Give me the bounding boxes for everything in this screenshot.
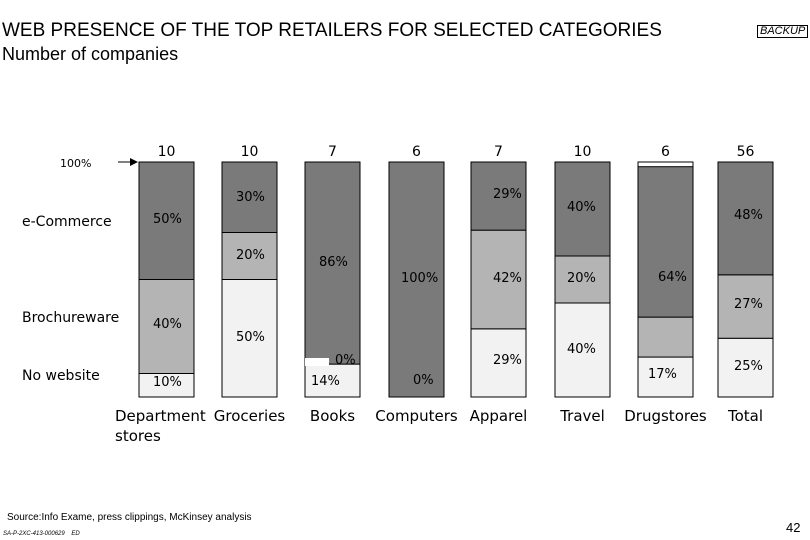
data-label: 40% xyxy=(567,342,596,357)
data-label: 0% xyxy=(413,373,434,388)
stacked-bar-chart: 10% 40% 50% 10 Department stores 50% 20% 30% 10 Gr… xyxy=(22,144,774,445)
category-label: Apparel xyxy=(470,407,528,425)
total-label: 7 xyxy=(328,144,337,160)
data-label: 10% xyxy=(153,375,182,390)
bar-outline xyxy=(388,161,445,398)
bar-group: 29% 42% 29% xyxy=(470,161,527,398)
bar-group: 14% 0% 86% xyxy=(304,161,361,398)
data-label: 27% xyxy=(734,297,763,312)
bar-segment xyxy=(717,337,774,398)
bar-group: 17% 64% xyxy=(637,161,694,398)
bar-group: 50% 20% 30% xyxy=(221,161,278,398)
data-label: 40% xyxy=(153,317,182,332)
data-label: 86% xyxy=(319,255,348,270)
series-label: No website xyxy=(22,368,100,384)
data-label: 64% xyxy=(658,270,687,285)
document-id: SA-P-2XC-413-000629 ED xyxy=(3,531,80,537)
data-label: 29% xyxy=(493,353,522,368)
data-label: 40% xyxy=(567,200,596,215)
bar-segment xyxy=(304,161,361,365)
source-note: Source:Info Exame, press clippings, McKi… xyxy=(7,512,252,523)
bar-outline xyxy=(138,161,195,398)
bar-segment xyxy=(637,356,694,398)
data-label: 0% xyxy=(335,353,356,368)
bar-group: 25% 27% 48% xyxy=(717,161,774,398)
zero-marker xyxy=(305,358,329,366)
page-subtitle: Number of companies xyxy=(2,44,179,64)
category-label: stores xyxy=(115,427,161,445)
data-label: 20% xyxy=(236,248,265,263)
bar-outline xyxy=(304,161,361,398)
author-initials: ED xyxy=(71,531,80,537)
series-label: e-Commerce xyxy=(22,214,112,230)
data-label: 100% xyxy=(401,271,438,286)
bar-segment xyxy=(554,161,611,257)
backup-badge: BACKUP xyxy=(757,25,809,38)
bar-outline xyxy=(717,161,774,398)
bar-segment xyxy=(637,316,694,358)
data-label: 50% xyxy=(236,330,265,345)
bar-outline xyxy=(554,161,611,398)
category-label: Drugstores xyxy=(624,407,707,425)
total-label: 6 xyxy=(661,144,670,160)
total-label: 10 xyxy=(574,144,592,160)
bar-outline xyxy=(637,161,694,398)
bar-segment xyxy=(637,166,694,318)
bar-segment xyxy=(717,161,774,276)
total-label: 10 xyxy=(158,144,176,160)
data-label: 50% xyxy=(153,212,182,227)
y-marker-label: 100% xyxy=(60,157,91,170)
data-label: 14% xyxy=(311,374,340,389)
y-marker-arrow xyxy=(130,158,138,166)
category-label: Computers xyxy=(375,407,458,425)
series-label: Brochureware xyxy=(22,310,119,326)
data-label: 30% xyxy=(236,190,265,205)
category-label: Groceries xyxy=(214,407,286,425)
bar-segment xyxy=(554,255,611,304)
total-label: 10 xyxy=(241,144,259,160)
category-label: Department xyxy=(115,407,206,425)
document-code: SA-P-2XC-413-000629 xyxy=(3,531,65,537)
bar-segment xyxy=(470,229,527,330)
total-label: 6 xyxy=(412,144,421,160)
page-title: WEB PRESENCE OF THE TOP RETAILERS FOR SE… xyxy=(2,20,662,41)
bar-segment xyxy=(138,161,195,280)
bar-group: 40% 20% 40% xyxy=(554,161,611,398)
category-label: Total xyxy=(727,407,763,425)
data-label: 42% xyxy=(493,271,522,286)
bar-group: 0% 100% xyxy=(388,161,445,398)
data-label: 17% xyxy=(648,367,677,382)
data-label: 20% xyxy=(567,271,596,286)
page-number: 42 xyxy=(786,520,801,535)
data-label: 29% xyxy=(493,187,522,202)
category-label: Travel xyxy=(559,407,605,425)
category-label: Books xyxy=(310,407,355,425)
total-label: 56 xyxy=(737,144,755,160)
bar-group: 10% 40% 50% xyxy=(138,161,195,398)
bar-outline xyxy=(470,161,527,398)
bar-outline xyxy=(221,161,278,398)
total-label: 7 xyxy=(494,144,503,160)
data-label: 25% xyxy=(734,359,763,374)
data-label: 48% xyxy=(734,208,763,223)
